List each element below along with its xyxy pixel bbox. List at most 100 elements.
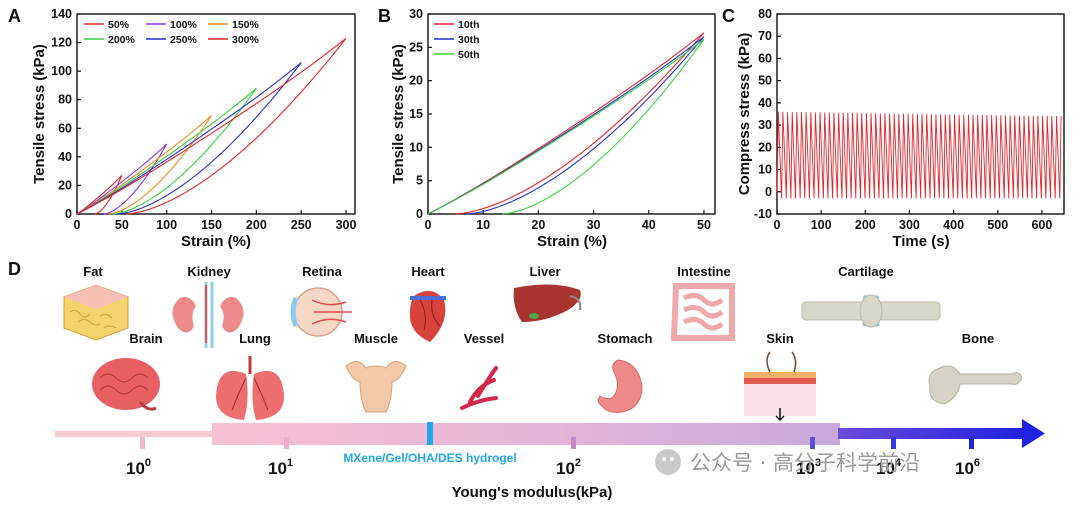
hydrogel-label: MXene/Gel/OHA/DES hydrogel (343, 451, 516, 465)
y-tick-label: 100 (51, 64, 72, 78)
chart-c: C 0 100 200 300 400 500 600-100102030405060708… (722, 6, 1065, 250)
x-tick-label: 200 (246, 218, 267, 232)
y-tick-label: 30 (758, 118, 772, 132)
chart-a-frame (76, 13, 356, 215)
y-tick-label: -10 (754, 207, 772, 221)
series-line-50pct (76, 175, 123, 215)
modulus-bar-hydrogel-range (212, 423, 840, 445)
modulus-tick-4 (891, 437, 896, 449)
y-tick-label: 80 (58, 93, 72, 107)
x-tick-label: 10 (476, 218, 490, 232)
series-line-150pct (76, 114, 212, 215)
x-tick-label: 30 (587, 218, 601, 232)
x-tick-label: 50 (115, 218, 129, 232)
legend-label: 250% (170, 34, 198, 46)
series-line-50th (427, 38, 705, 215)
series-line-10th (427, 32, 705, 215)
organ-label-muscle: Muscle (354, 331, 398, 346)
x-tick-label: 300 (336, 218, 357, 232)
y-tick-label: 0 (416, 207, 423, 221)
modulus-label-0: 100 (126, 457, 151, 478)
legend-label: 200% (108, 34, 136, 46)
vessel-icon (460, 366, 498, 410)
organ-label-stomach: Stomach (598, 331, 653, 346)
y-tick-label: 5 (416, 174, 423, 188)
modulus-label-3: 103 (796, 457, 821, 478)
y-tick-label: 10 (758, 163, 772, 177)
skin-icon (744, 351, 816, 422)
y-tick-label: 10 (409, 140, 423, 154)
y-tick-label: 50 (758, 74, 772, 88)
y-tick-label: 140 (51, 7, 72, 21)
chart-a-xlabel: Strain (%) (181, 233, 251, 250)
legend-label: 30th (458, 34, 480, 46)
series-line-250pct (76, 62, 302, 215)
y-tick-label: 15 (409, 107, 423, 121)
brain-icon (92, 358, 160, 411)
modulus-label-2: 102 (556, 457, 581, 478)
legend-label: 300% (232, 34, 260, 46)
modulus-tick-6 (969, 437, 974, 449)
watermark-text: 公众号 · 高分子科学前沿 (690, 451, 920, 475)
x-tick-label: 200 (855, 218, 876, 232)
panel-a-label: A (8, 6, 21, 26)
chart-b-ylabel: Tensile stress (kPa) (390, 44, 407, 184)
legend-label: 10th (458, 19, 480, 31)
lung-icon (216, 356, 284, 420)
modulus-tick-2 (571, 437, 576, 449)
fat-icon (63, 284, 129, 341)
organ-label-fat: Fat (83, 264, 103, 279)
x-tick-label: 600 (1031, 218, 1052, 232)
x-tick-label: 100 (811, 218, 832, 232)
retina-icon (290, 287, 352, 337)
x-tick-label: 0 (425, 218, 432, 232)
panel-d-label: D (8, 259, 21, 279)
organ-label-intestine: Intestine (677, 264, 730, 279)
legend-label: 50% (108, 19, 130, 31)
x-tick-label: 400 (943, 218, 964, 232)
organ-label-retina: Retina (302, 264, 343, 279)
modulus-label-1: 101 (268, 457, 293, 478)
panel-b-label: B (378, 6, 391, 26)
legend-label: 50th (458, 49, 480, 61)
kidney-icon (172, 282, 244, 348)
y-tick-label: 30 (409, 7, 423, 21)
modulus-bar-low (55, 431, 215, 437)
organ-label-heart: Heart (411, 264, 445, 279)
heart-icon (409, 290, 446, 342)
series-line-30th (427, 36, 705, 215)
x-tick-label: 300 (899, 218, 920, 232)
x-tick-label: 20 (531, 218, 545, 232)
organ-label-kidney: Kidney (187, 264, 231, 279)
chart-b-xlabel: Strain (%) (537, 233, 607, 250)
chart-a-ylabel: Tensile stress (kPa) (31, 44, 48, 184)
liver-icon (513, 284, 582, 322)
organ-label-cartilage: Cartilage (838, 264, 894, 279)
chart-c-xlabel: Time (s) (892, 233, 949, 250)
organ-label-bone: Bone (962, 331, 995, 346)
hydrogel-marker (427, 422, 433, 445)
legend-label: 100% (170, 19, 198, 31)
series-line-300pct (76, 37, 347, 215)
chart-c-frame (776, 13, 1065, 215)
y-tick-label: 80 (758, 7, 772, 21)
y-tick-label: 25 (409, 40, 423, 54)
modulus-label-6: 106 (955, 457, 980, 478)
stomach-icon (597, 359, 643, 413)
modulus-diagram: D 100 101 102 103 104 (8, 259, 1045, 501)
y-tick-label: 0 (765, 185, 772, 199)
chart-c-ylabel: Compress stress (kPa) (736, 33, 753, 196)
y-tick-label: 120 (51, 36, 72, 50)
y-tick-label: 40 (758, 96, 772, 110)
organ-label-brain: Brain (129, 331, 162, 346)
y-tick-label: 20 (58, 178, 72, 192)
x-tick-label: 0 (74, 218, 81, 232)
y-tick-label: 70 (758, 29, 772, 43)
organ-label-skin: Skin (766, 331, 794, 346)
modulus-arrow-shaft (838, 428, 1028, 439)
watermark: 公众号 · 高分子科学前沿 (655, 449, 920, 475)
compress-stress-series (776, 111, 1062, 199)
wechat-icon (655, 449, 681, 475)
y-tick-label: 40 (58, 150, 72, 164)
